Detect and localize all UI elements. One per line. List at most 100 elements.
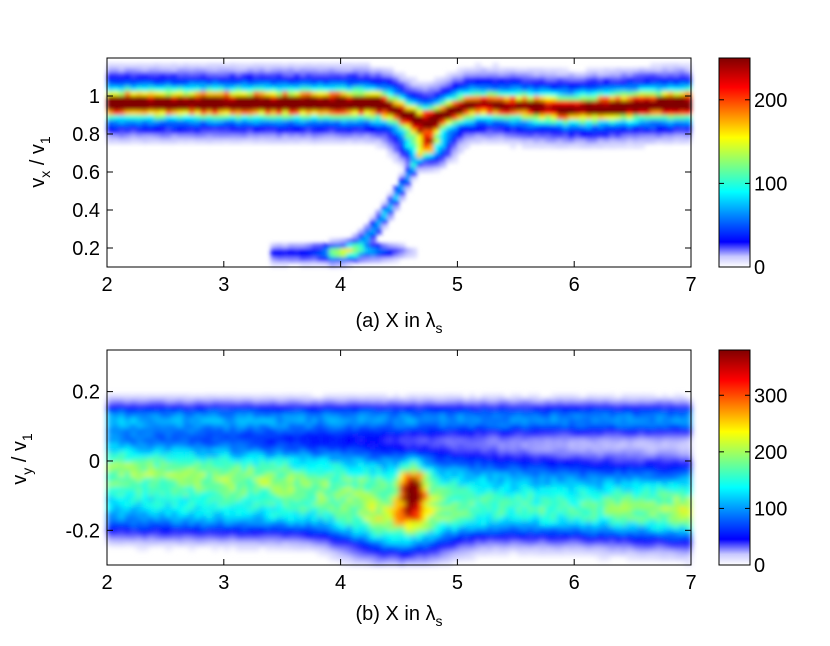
heatmap-cell: [112, 457, 120, 463]
heatmap-cell: [124, 501, 131, 507]
heatmap-cell: [597, 423, 604, 429]
heatmap-cell: [445, 555, 453, 561]
heatmap-cell: [188, 138, 196, 145]
heatmap-cell: [667, 138, 675, 145]
heatmap-cell: [276, 477, 283, 483]
heatmap-cell: [521, 413, 529, 420]
heatmap-cell: [416, 516, 423, 522]
heatmap-cell: [165, 501, 172, 507]
heatmap-cell: [358, 229, 365, 235]
heatmap-cell: [486, 72, 494, 78]
heatmap-cell: [410, 148, 418, 154]
heatmap-cell: [509, 428, 517, 434]
heatmap-cell: [369, 119, 377, 126]
heatmap-cell: [352, 457, 359, 463]
heatmap-cell: [328, 67, 336, 73]
heatmap-cell: [311, 77, 318, 83]
heatmap-cell: [667, 129, 675, 135]
heatmap-cell: [317, 535, 324, 542]
heatmap-cell: [194, 535, 202, 542]
heatmap-cell: [264, 115, 272, 121]
heatmap-cell: [638, 491, 645, 498]
heatmap-cell: [334, 62, 342, 69]
heatmap-cell: [147, 418, 155, 424]
heatmap-cell: [591, 77, 599, 83]
heatmap-cell: [258, 91, 266, 97]
heatmap-cell: [585, 100, 593, 107]
heatmap-cell: [393, 81, 400, 88]
heatmap-cell: [334, 67, 342, 73]
heatmap-cell: [545, 403, 552, 410]
heatmap-cell: [568, 521, 575, 527]
heatmap-cell: [568, 418, 575, 424]
heatmap-cell: [369, 134, 377, 140]
heatmap-cell: [235, 521, 242, 527]
heatmap-cell: [305, 506, 312, 512]
heatmap-cell: [620, 437, 628, 444]
heatmap-cell: [346, 555, 353, 561]
heatmap-cell: [574, 413, 581, 420]
heatmap-cell: [638, 525, 645, 532]
heatmap-cell: [615, 138, 622, 145]
heatmap-cell: [515, 393, 523, 400]
heatmap-cell: [328, 110, 336, 116]
heatmap-cell: [282, 393, 289, 400]
heatmap-cell: [422, 521, 429, 527]
heatmap-cell: [142, 418, 149, 424]
heatmap-cell: [293, 481, 301, 488]
heatmap-cell: [270, 486, 277, 493]
heatmap-cell: [346, 467, 353, 473]
heatmap-cell: [474, 467, 482, 473]
heatmap-cell: [358, 555, 365, 561]
heatmap-cell: [346, 110, 353, 116]
heatmap-cell: [667, 91, 675, 97]
heatmap-cell: [609, 105, 616, 111]
heatmap-cell: [159, 433, 166, 439]
heatmap-cell: [550, 100, 558, 107]
heatmap-cell: [685, 86, 692, 92]
heatmap-cell: [626, 540, 634, 547]
heatmap-cell: [363, 491, 371, 498]
heatmap-cell: [504, 442, 511, 449]
heatmap-cell: [469, 67, 476, 73]
heatmap-cell: [498, 452, 505, 459]
heatmap-cell: [177, 418, 184, 424]
heatmap-cell: [445, 437, 453, 444]
heatmap-cell: [469, 442, 476, 449]
heatmap-cell: [469, 467, 476, 473]
heatmap-cell: [206, 393, 213, 400]
heatmap-cell: [632, 555, 640, 561]
heatmap-cell: [241, 138, 248, 145]
heatmap-cell: [340, 110, 348, 116]
heatmap-cell: [428, 100, 435, 107]
heatmap-cell: [609, 100, 616, 107]
heatmap-cell: [229, 442, 237, 449]
heatmap-cell: [369, 477, 377, 483]
heatmap-cell: [375, 229, 383, 235]
heatmap-cell: [171, 77, 178, 83]
heatmap-cell: [223, 457, 231, 463]
heatmap-cell: [142, 506, 149, 512]
heatmap-cell: [206, 457, 213, 463]
heatmap-cell: [153, 447, 161, 454]
heatmap-cell: [171, 472, 178, 478]
heatmap-cell: [422, 86, 429, 92]
heatmap-cell: [597, 540, 604, 547]
heatmap-cell: [638, 516, 645, 522]
heatmap-cell: [241, 129, 248, 135]
heatmap-cell: [445, 418, 453, 424]
heatmap-cell: [182, 124, 190, 130]
heatmap-cell: [515, 96, 523, 102]
heatmap-cell: [428, 511, 435, 517]
heatmap-cell: [428, 506, 435, 512]
heatmap-cell: [381, 224, 388, 230]
heatmap-cell: [655, 96, 663, 102]
heatmap-cell: [568, 403, 575, 410]
heatmap-cell: [568, 447, 575, 454]
heatmap-cell: [118, 393, 126, 400]
heatmap-cell: [451, 481, 458, 488]
heatmap-cell: [305, 481, 312, 488]
heatmap-cell: [142, 393, 149, 400]
heatmap-cell: [346, 540, 353, 547]
heatmap-cell: [504, 540, 511, 547]
